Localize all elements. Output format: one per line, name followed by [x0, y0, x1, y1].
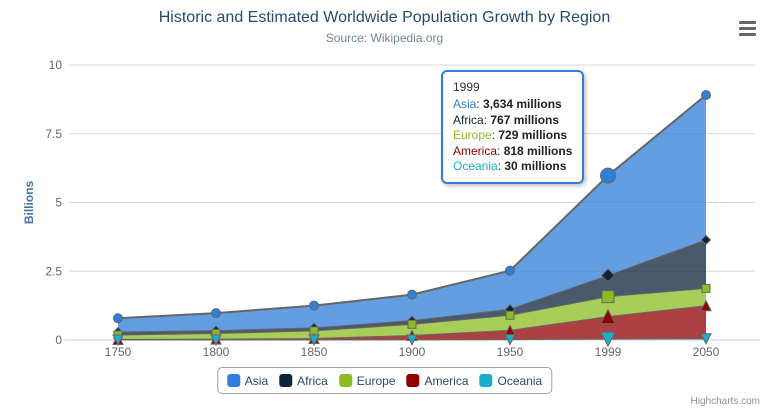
legend-label: America [424, 373, 469, 388]
legend-item-america[interactable]: America [406, 373, 469, 388]
oceania-point-marker[interactable] [112, 334, 124, 347]
asia-point-marker[interactable] [701, 90, 711, 101]
y-axis-tick-label: 2.5 [45, 264, 62, 278]
legend-swatch-europe [338, 374, 352, 387]
tooltip-row: Oceania: 30 millions [453, 159, 567, 173]
tooltip-series-name: Asia [453, 97, 477, 111]
america-point-marker[interactable] [700, 299, 712, 312]
tooltip-series-value: 3,634 millions [483, 97, 562, 111]
america-point-marker[interactable] [600, 308, 616, 325]
legend-label: Africa [297, 373, 328, 388]
tooltip-row: America: 818 millions [453, 143, 573, 158]
europe-point-marker[interactable] [407, 319, 417, 329]
legend-label: Europe [356, 373, 396, 388]
legend-item-oceania[interactable]: Oceania [479, 373, 543, 388]
oceania-point-marker[interactable] [504, 334, 516, 346]
tooltip-row: Asia: 3,634 millions [453, 97, 562, 111]
area-america [118, 305, 706, 340]
x-axis-tick-label: 1900 [399, 345, 426, 359]
x-axis-tick-label: 1850 [301, 345, 328, 359]
oceania-point-marker[interactable] [210, 334, 222, 347]
tooltip-series-name: Africa [453, 112, 484, 127]
legend-swatch-america [406, 374, 420, 387]
europe-point-marker[interactable] [601, 290, 615, 304]
x-axis-tick-label: 1800 [203, 345, 230, 359]
legend-swatch-oceania [479, 374, 493, 387]
tooltip-row: Africa: 767 millions [453, 112, 560, 127]
area-asia [118, 95, 706, 333]
africa-point-marker[interactable] [600, 268, 616, 283]
y-axis-tick-label: 10 [49, 58, 63, 72]
x-axis-tick-label: 1999 [595, 345, 622, 359]
hamburger-icon [739, 27, 756, 30]
y-axis-title: Billions [22, 181, 36, 225]
tooltip: 1999 Asia: 3,634 millions Africa: 767 mi… [441, 70, 585, 184]
hamburger-icon [739, 21, 756, 24]
asia-point-marker[interactable] [211, 308, 221, 319]
hamburger-icon [739, 33, 756, 36]
legend: Asia Africa Europe America Oceania [216, 367, 553, 394]
tooltip-series-value: 729 millions [498, 128, 568, 142]
tooltip-series-name: Oceania [453, 159, 498, 173]
asia-point-marker[interactable] [505, 265, 515, 276]
europe-point-marker[interactable] [701, 283, 711, 293]
tooltip-series-value: 767 millions [490, 112, 560, 127]
highcharts-credits[interactable]: Highcharts.com [690, 396, 760, 407]
asia-point-marker[interactable] [113, 313, 123, 324]
asia-point-marker[interactable] [407, 289, 417, 300]
x-axis-tick-label: 1950 [497, 345, 524, 359]
chart-subtitle: Source: Wikipedia.org [325, 31, 444, 45]
legend-label: Asia [244, 373, 269, 388]
export-menu-button[interactable] [739, 21, 756, 39]
x-axis-tick-label: 1750 [105, 345, 132, 359]
oceania-point-marker[interactable] [600, 331, 616, 348]
oceania-point-marker[interactable] [308, 334, 320, 347]
legend-swatch-africa [279, 374, 293, 387]
oceania-point-marker[interactable] [700, 333, 712, 345]
oceania-point-marker[interactable] [406, 334, 418, 346]
y-axis-tick-label: 7.5 [45, 127, 62, 141]
legend-label: Oceania [497, 373, 543, 388]
africa-point-marker[interactable] [700, 234, 712, 246]
y-axis-tick-label: 0 [55, 333, 62, 347]
asia-point-marker[interactable] [600, 167, 616, 184]
legend-item-africa[interactable]: Africa [279, 374, 328, 388]
x-axis-tick-label: 2050 [693, 345, 720, 359]
tooltip-header: 1999 [453, 80, 480, 94]
legend-item-europe[interactable]: Europe [338, 373, 396, 388]
asia-point-marker[interactable] [309, 300, 319, 311]
europe-point-marker[interactable] [505, 310, 515, 320]
legend-item-asia[interactable]: Asia [226, 373, 269, 388]
tooltip-row: Europe: 729 millions [453, 128, 568, 142]
legend-swatch-asia [226, 374, 240, 387]
chart-title: Historic and Estimated Worldwide Populat… [158, 9, 611, 26]
y-axis-tick-label: 5 [55, 196, 62, 210]
tooltip-series-name: Europe [453, 128, 492, 142]
area-africa [118, 239, 706, 335]
tooltip-series-name: America [453, 143, 498, 158]
tooltip-series-value: 818 millions [503, 143, 573, 158]
tooltip-series-value: 30 millions [504, 159, 567, 173]
